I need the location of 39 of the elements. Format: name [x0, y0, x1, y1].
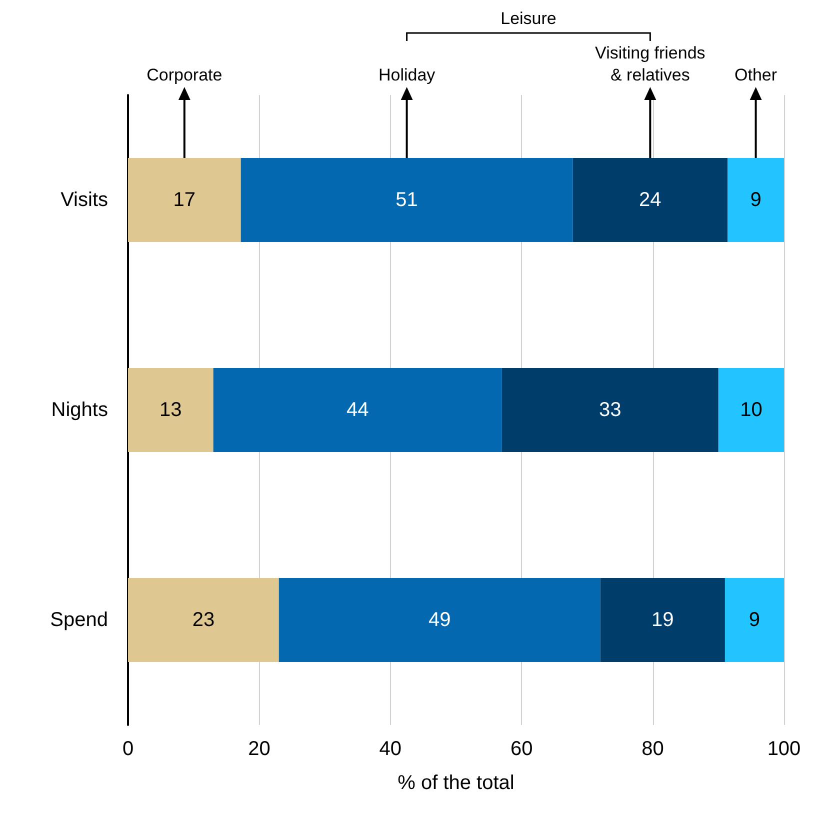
bar	[128, 158, 241, 242]
data-label: 13	[160, 399, 182, 421]
text: Corporate	[146, 66, 222, 84]
x-tick-label: 0	[122, 738, 134, 760]
bar	[724, 578, 784, 662]
y-tick-label: Visits	[60, 189, 108, 211]
data-label: 17	[173, 189, 196, 211]
data-label: 51	[396, 189, 418, 211]
text: Other	[734, 66, 778, 84]
y-tick-label: Nights	[51, 399, 108, 421]
x-tick-label: 40	[379, 738, 402, 760]
bar	[728, 158, 784, 242]
data-label: 49	[428, 609, 451, 631]
x-tick-label: 60	[510, 738, 533, 760]
text: Leisure	[500, 9, 556, 28]
bar	[128, 578, 279, 662]
data-label: 44	[346, 399, 369, 421]
data-label: 9	[750, 189, 762, 211]
x-tick-label: 80	[642, 738, 664, 760]
text: Holiday	[378, 66, 436, 84]
data-label: 10	[740, 399, 762, 421]
data-label: 19	[652, 609, 674, 631]
data-label: 24	[639, 189, 662, 211]
bar	[718, 368, 784, 452]
x-axis-title: % of the total	[398, 772, 514, 794]
bar	[213, 368, 502, 452]
bar	[572, 158, 728, 242]
y-tick-label: Spend	[50, 609, 108, 631]
bar	[278, 578, 600, 662]
text: Visiting friends & relatives	[595, 44, 706, 84]
data-label: 9	[748, 609, 760, 631]
x-tick-label: 20	[248, 738, 270, 760]
data-label: 33	[599, 399, 622, 421]
data-label: 23	[192, 609, 215, 631]
bar	[600, 578, 725, 662]
bar	[502, 368, 718, 452]
bar	[240, 158, 573, 242]
x-tick-label: 100	[767, 738, 801, 760]
bar	[128, 368, 214, 452]
